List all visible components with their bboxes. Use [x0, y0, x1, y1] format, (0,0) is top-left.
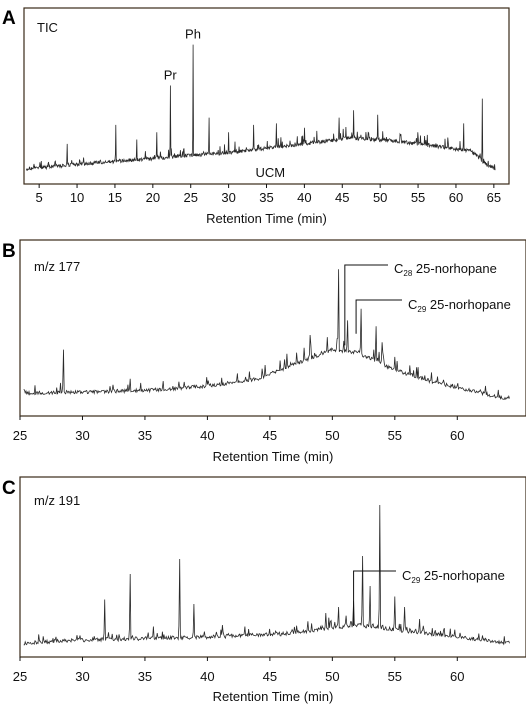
x-tick-label: 65 — [487, 190, 501, 205]
x-tick-label: 40 — [200, 428, 214, 443]
panel-letter: C — [2, 478, 16, 499]
x-tick-label: 20 — [146, 190, 160, 205]
x-tick-label: 25 — [183, 190, 197, 205]
compound-label: C29 25-norhopane — [402, 568, 505, 585]
peak-label: Pr — [164, 67, 178, 82]
x-tick-label: 55 — [411, 190, 425, 205]
panel-letter: B — [2, 241, 16, 262]
ucm-label: UCM — [255, 165, 285, 180]
panel-a: A TIC 5 10 15 20 25 30 35 40 45 50 55 60 65 Retention T… — [2, 7, 510, 226]
x-tick-label: 40 — [200, 669, 214, 684]
x-tick-label: 35 — [138, 428, 152, 443]
panel-c: Cm/z 191 25 30 35 40 45 50 55 60 Retention Time (… — [2, 476, 526, 704]
chromatogram-trace — [25, 44, 496, 172]
x-tick-label: 30 — [221, 190, 235, 205]
chromatogram-trace — [23, 269, 510, 400]
x-tick-label: 30 — [75, 669, 89, 684]
compound-label: C29 25-norhopane — [408, 297, 511, 314]
inset-label: m/z 177 — [34, 259, 80, 274]
x-tick-label: 60 — [450, 669, 464, 684]
x-tick-label: 60 — [450, 428, 464, 443]
x-tick-label: 10 — [70, 190, 84, 205]
plot-frame — [19, 476, 526, 658]
annotation-leader-line — [355, 299, 402, 334]
x-tick-label: 50 — [325, 669, 339, 684]
annotation-leader-line — [344, 264, 388, 346]
plot-frame — [23, 7, 510, 185]
x-axis-title: Retention Time (min) — [213, 449, 334, 464]
panel-letter: A — [2, 8, 16, 29]
x-tick-label: 35 — [259, 190, 273, 205]
x-tick-label: 25 — [13, 669, 27, 684]
x-tick-label: 50 — [373, 190, 387, 205]
compound-label: C28 25-norhopane — [394, 261, 497, 278]
x-tick-label: 45 — [335, 190, 349, 205]
x-axis-title: Retention Time (min) — [206, 211, 327, 226]
chromatogram-trace — [23, 504, 510, 646]
peak-label: Ph — [185, 27, 201, 42]
plot-frame — [19, 239, 526, 417]
x-tick-label: 15 — [108, 190, 122, 205]
x-tick-label: 45 — [263, 669, 277, 684]
x-tick-label: 55 — [388, 428, 402, 443]
x-tick-label: 40 — [297, 190, 311, 205]
inset-label: m/z 191 — [34, 493, 80, 508]
inset-label: TIC — [37, 20, 58, 35]
annotation-leader-line — [353, 570, 396, 626]
x-tick-label: 55 — [388, 669, 402, 684]
x-tick-label: 25 — [13, 428, 27, 443]
x-tick-label: 45 — [263, 428, 277, 443]
x-tick-label: 35 — [138, 669, 152, 684]
x-axis-title: Retention Time (min) — [213, 689, 334, 704]
x-tick-label: 5 — [36, 190, 43, 205]
panel-b: Bm/z 177 25 30 35 40 45 50 55 60 Retention Time (… — [2, 239, 526, 464]
x-tick-label: 30 — [75, 428, 89, 443]
x-tick-label: 50 — [325, 428, 339, 443]
x-tick-label: 60 — [449, 190, 463, 205]
